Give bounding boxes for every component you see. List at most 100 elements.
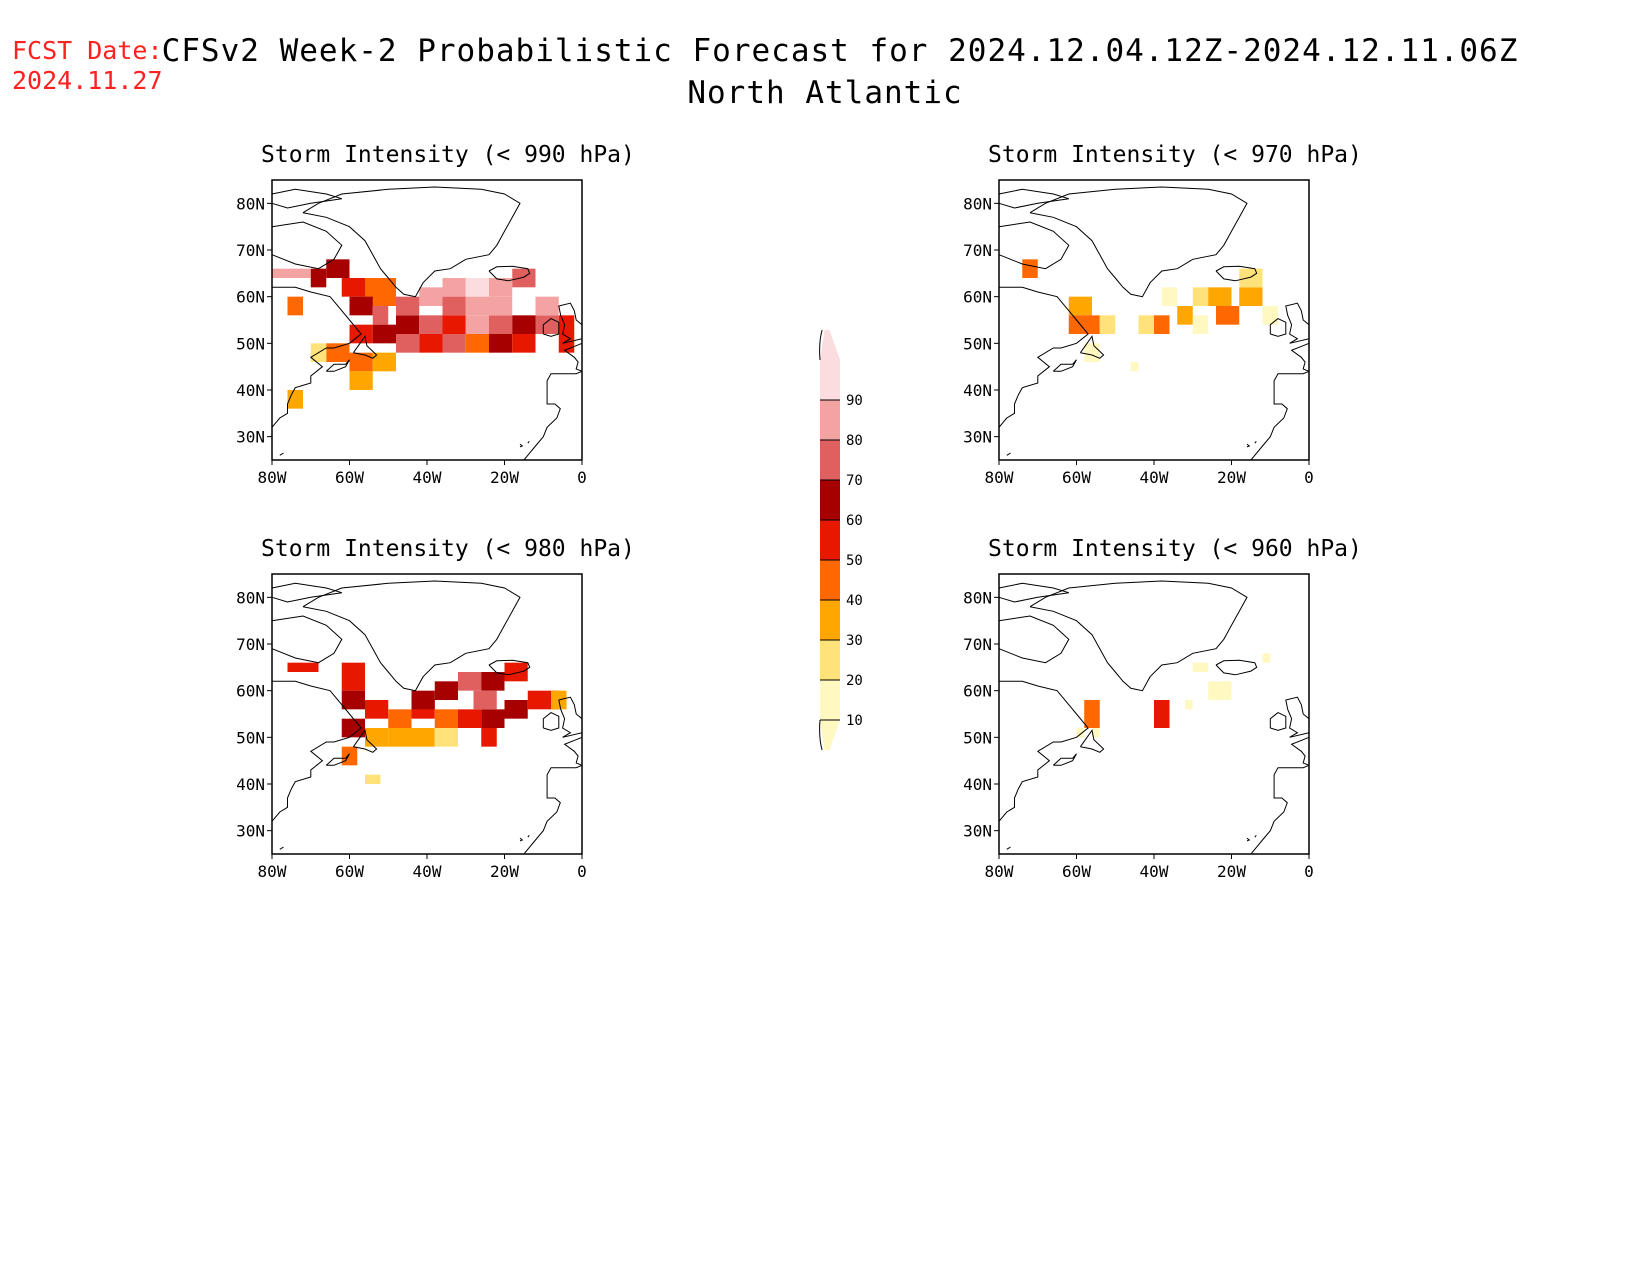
probability-cell xyxy=(1262,306,1278,325)
coastline xyxy=(1079,335,1105,359)
colorbar-label: 60 xyxy=(846,513,863,529)
colorbar-label: 20 xyxy=(846,673,863,689)
colorbar-head xyxy=(820,330,840,360)
lat-tick-label: 40N xyxy=(963,775,992,794)
probability-cell xyxy=(442,296,466,316)
probability-cell xyxy=(1154,315,1170,334)
probability-cell xyxy=(419,334,443,353)
probability-cell xyxy=(1084,343,1100,362)
probability-cell xyxy=(458,672,482,691)
coastline xyxy=(563,342,583,372)
probability-cell xyxy=(442,315,466,334)
panel-title: Storm Intensity (< 960 hPa) xyxy=(988,536,1362,562)
colorbar-tail-edge xyxy=(819,719,823,750)
coastline xyxy=(998,582,1069,603)
coastline xyxy=(488,265,531,282)
probability-cell xyxy=(287,296,303,316)
map-990: 80N 70N 60N 50N 40N 30N 80W 60W 40W 20W 0 xyxy=(236,179,587,487)
probability-cell xyxy=(489,278,513,297)
lon-tick-label: 60W xyxy=(335,862,364,881)
lon-tick-label: 40W xyxy=(1140,468,1169,487)
lon-tick-label: 40W xyxy=(413,468,442,487)
probability-cell xyxy=(1099,315,1116,334)
probability-cell xyxy=(326,259,350,278)
page-subtitle: North Atlantic xyxy=(687,75,963,111)
coastline xyxy=(271,582,342,603)
lat-tick-label: 40N xyxy=(236,381,265,400)
coastline xyxy=(1254,834,1257,838)
probability-cell xyxy=(365,774,381,784)
colorbar-label: 10 xyxy=(846,713,863,729)
probability-cell xyxy=(349,371,373,390)
colorbar-label: 30 xyxy=(846,633,863,649)
lat-tick-label: 50N xyxy=(963,728,992,747)
probability-cell xyxy=(465,334,489,353)
lat-tick-label: 60N xyxy=(963,288,992,307)
coastline xyxy=(1250,764,1310,855)
panel-title: Storm Intensity (< 980 hPa) xyxy=(261,536,635,562)
lon-tick-label: 80W xyxy=(258,862,287,881)
probability-cell xyxy=(1185,700,1193,710)
colorbar-head-edge xyxy=(819,330,823,361)
coastline xyxy=(271,680,362,822)
panel-title: Storm Intensity (< 970 hPa) xyxy=(988,142,1362,168)
coastline xyxy=(325,753,350,766)
probability-cell xyxy=(1068,315,1100,334)
coastline xyxy=(1079,729,1105,753)
lat-tick-label: 70N xyxy=(963,635,992,654)
probability-cell xyxy=(372,352,396,372)
coastline xyxy=(519,837,524,842)
probability-cell xyxy=(1262,653,1271,663)
probability-cell xyxy=(1239,287,1263,306)
probability-cell xyxy=(341,278,365,297)
probability-cell xyxy=(341,718,365,738)
lat-tick-label: 30N xyxy=(963,822,992,841)
probability-cell xyxy=(512,268,536,288)
coastline xyxy=(302,186,521,298)
lon-tick-label: 0 xyxy=(577,862,587,881)
coastline xyxy=(271,615,343,664)
probability-cell xyxy=(388,709,412,728)
lon-tick-label: 20W xyxy=(1217,862,1246,881)
coastline xyxy=(998,286,1089,428)
probability-cell xyxy=(1239,268,1263,288)
colorbar-segment xyxy=(820,600,840,640)
lon-tick-label: 80W xyxy=(985,862,1014,881)
probability-cell xyxy=(504,700,528,719)
lat-tick-label: 40N xyxy=(236,775,265,794)
lon-tick-label: 0 xyxy=(1304,862,1314,881)
probability-cell xyxy=(465,278,489,297)
lat-tick-label: 80N xyxy=(963,194,992,213)
coastline xyxy=(542,712,560,731)
probability-cell xyxy=(1192,287,1209,306)
coastline xyxy=(1006,452,1011,456)
lat-tick-label: 70N xyxy=(236,241,265,260)
coastline xyxy=(1290,736,1310,766)
probability-cell xyxy=(1084,700,1100,728)
probability-cell xyxy=(489,296,513,316)
lat-tick-label: 60N xyxy=(236,288,265,307)
probability-cell xyxy=(1076,728,1085,738)
colorbar-label: 80 xyxy=(846,433,863,449)
probability-cell xyxy=(458,709,482,728)
lat-tick-label: 30N xyxy=(236,428,265,447)
probability-cell xyxy=(481,672,505,691)
coastline xyxy=(1246,443,1251,448)
colorbar-label: 90 xyxy=(846,393,863,409)
probability-cell xyxy=(287,662,319,672)
lat-tick-label: 80N xyxy=(963,588,992,607)
colorbar-segment xyxy=(820,480,840,520)
probability-cell xyxy=(1216,306,1240,325)
probability-cell xyxy=(396,315,420,334)
coastline xyxy=(1052,753,1077,766)
lon-tick-label: 60W xyxy=(1062,468,1091,487)
lat-tick-label: 60N xyxy=(236,682,265,701)
probability-cell xyxy=(396,334,420,353)
coastline xyxy=(998,188,1069,209)
colorbar-label: 70 xyxy=(846,473,863,489)
coastline xyxy=(271,286,362,428)
probability-cell xyxy=(1092,728,1100,738)
lat-tick-label: 50N xyxy=(236,728,265,747)
colorbar-segment xyxy=(820,440,840,480)
coastline xyxy=(1269,318,1287,337)
